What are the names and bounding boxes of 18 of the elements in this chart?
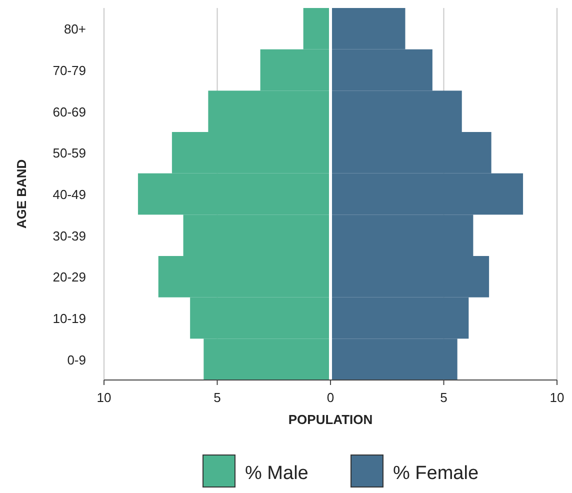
legend-label: % Male xyxy=(245,463,308,484)
x-tick-label: 10 xyxy=(96,390,112,405)
y-tick-label: 0-9 xyxy=(67,352,86,368)
y-tick-label: 20-29 xyxy=(52,270,86,285)
y-tick-label: 30-39 xyxy=(52,228,86,244)
x-tick-label: 0 xyxy=(326,390,334,405)
y-tick-label: 60-69 xyxy=(52,104,86,120)
y-tick-label: 70-79 xyxy=(52,63,86,78)
legend-label: % Female xyxy=(393,463,479,484)
y-axis-title: AGE BAND xyxy=(14,159,29,229)
x-tick-label: 5 xyxy=(440,390,448,405)
x-tick-label: 5 xyxy=(214,390,221,405)
y-tick-label: 80+ xyxy=(64,22,86,37)
y-tick-label: 10-19 xyxy=(52,311,86,326)
x-axis-title: POPULATION xyxy=(288,412,373,427)
y-tick-label: 40-49 xyxy=(52,187,86,202)
y-tick-label: 50-59 xyxy=(52,146,86,161)
x-tick-label: 10 xyxy=(550,390,564,405)
